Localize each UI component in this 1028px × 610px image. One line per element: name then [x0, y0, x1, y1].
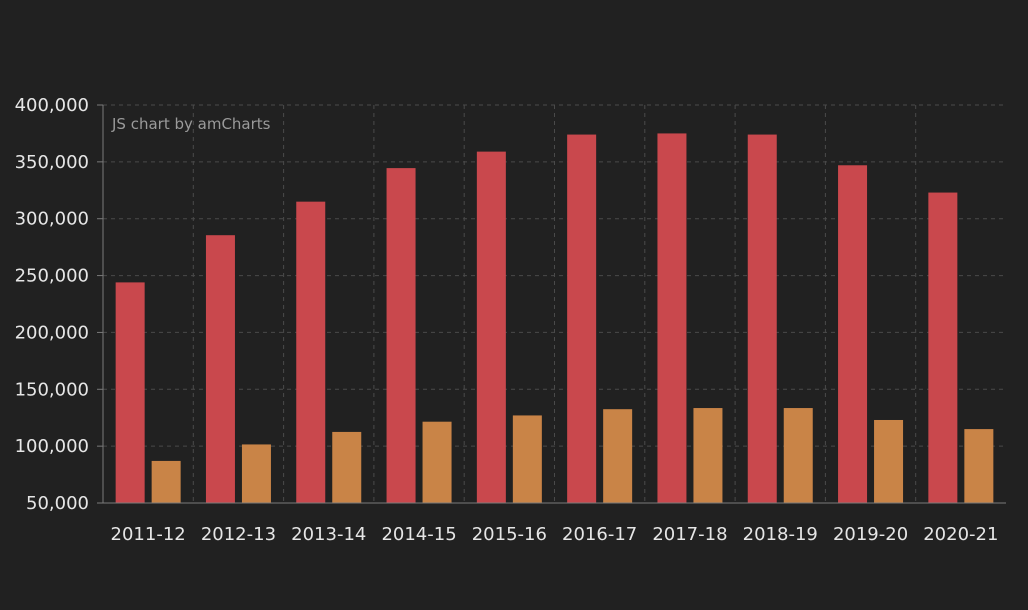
bar-series-1[interactable]: [567, 134, 597, 503]
bar-series-1[interactable]: [928, 192, 958, 503]
grid: [103, 104, 1006, 503]
y-axis-labels: 50,000 100,000 150,000 200,000 250,000 300,00…: [15, 95, 89, 514]
bar-series-1[interactable]: [476, 151, 506, 503]
x-tick-label: 2012-13: [201, 524, 276, 545]
x-tick-label: 2014-15: [381, 524, 456, 545]
y-tick-label: 400,000: [15, 95, 89, 116]
bar-series-2[interactable]: [332, 431, 362, 503]
x-tick-label: 2016-17: [562, 524, 637, 545]
x-tick-label: 2011-12: [111, 524, 186, 545]
bar-series-2[interactable]: [241, 444, 271, 503]
bar-series-2[interactable]: [422, 421, 452, 503]
y-tick-label: 250,000: [15, 266, 89, 287]
y-tick-label: 150,000: [15, 379, 89, 400]
bar-series-1[interactable]: [296, 201, 326, 503]
y-tick-label: 100,000: [15, 436, 89, 457]
x-tick-label: 2015-16: [472, 524, 547, 545]
y-tick-label: 200,000: [15, 322, 89, 343]
axes: [97, 104, 1006, 504]
x-axis-labels: 2011-12 2012-13 2013-14 2014-15 2015-16 2016-…: [111, 524, 999, 545]
y-tick-label: 350,000: [15, 152, 89, 173]
bar-series-2[interactable]: [603, 409, 633, 503]
bar-series-2[interactable]: [151, 460, 181, 503]
x-tick-label: 2020-21: [923, 524, 998, 545]
bar-series-1[interactable]: [115, 282, 145, 503]
bar-series-1[interactable]: [205, 235, 235, 503]
chart-credit[interactable]: JS chart by amCharts: [111, 115, 271, 133]
y-tick-label: 50,000: [26, 493, 89, 514]
bar-series-1[interactable]: [386, 168, 416, 503]
bar-series-1[interactable]: [747, 134, 777, 503]
x-tick-label: 2017-18: [652, 524, 727, 545]
x-tick-label: 2013-14: [291, 524, 366, 545]
x-tick-label: 2019-20: [833, 524, 908, 545]
bar-series-2[interactable]: [512, 415, 542, 503]
x-tick-label: 2018-19: [743, 524, 818, 545]
bar-series-2[interactable]: [964, 429, 994, 503]
bar-series-1[interactable]: [838, 165, 868, 504]
bar-series-2[interactable]: [693, 408, 723, 503]
bar-series-1[interactable]: [657, 133, 687, 503]
bar-series-2[interactable]: [874, 419, 904, 503]
bars: [115, 133, 994, 504]
y-tick-label: 300,000: [15, 209, 89, 230]
bar-series-2[interactable]: [783, 408, 813, 503]
